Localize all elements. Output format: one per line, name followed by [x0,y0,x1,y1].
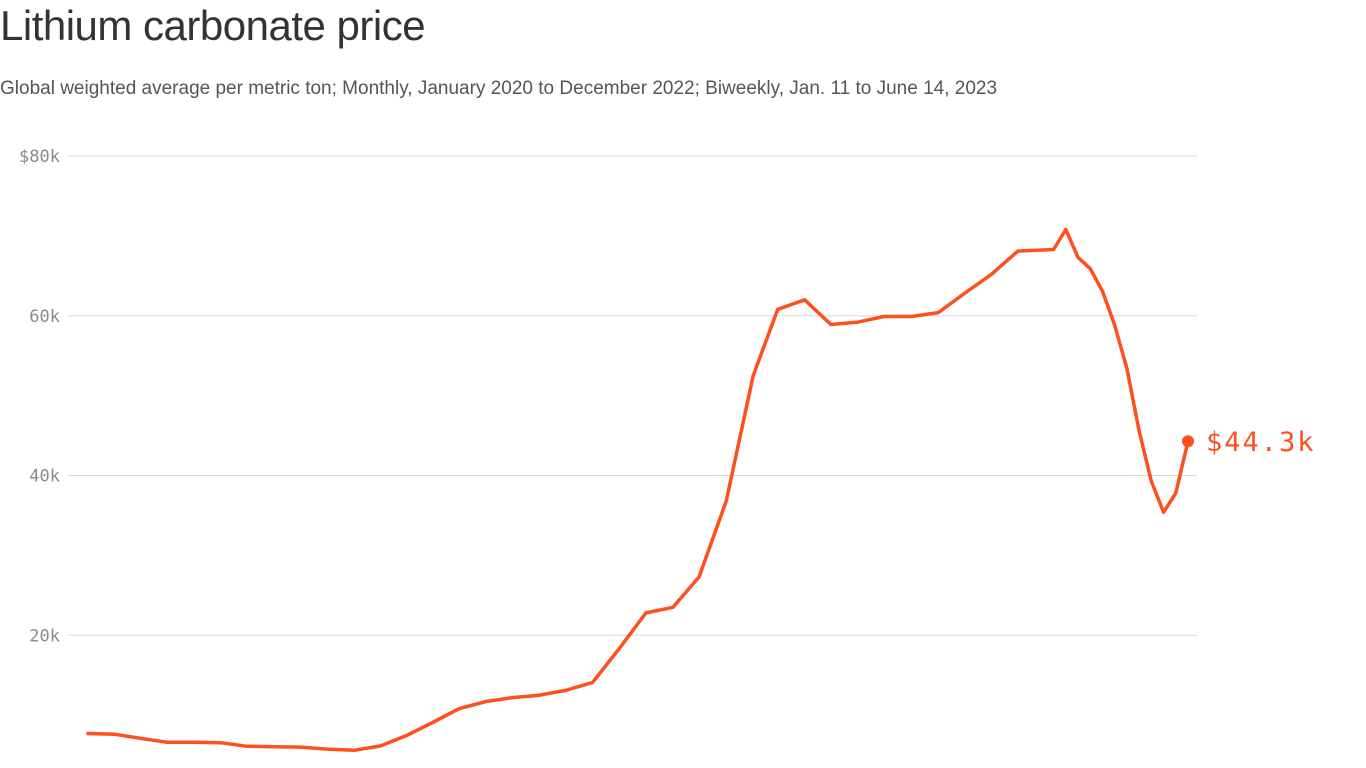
data-point [1076,255,1080,259]
y-tick-label: 40k [29,467,60,487]
data-point [1064,228,1068,232]
data-point [829,323,833,327]
data-point [325,747,329,751]
y-tick-label: 20k [29,626,60,646]
data-point [1113,323,1117,327]
gridlines [68,155,1197,636]
data-point [1052,248,1056,252]
series-line [86,227,1190,753]
data-point [406,733,410,737]
data-point [86,732,90,736]
data-point [644,611,648,615]
data-point [272,745,276,749]
data-point [113,732,117,736]
data-point [219,741,223,745]
data-point [352,748,356,752]
y-axis-ticks: $80k 60k 40k 20k [19,147,60,646]
data-point [882,315,886,319]
data-point [936,311,940,315]
data-point [1162,510,1166,514]
end-point-marker [1182,435,1194,448]
data-point [963,291,967,295]
data-point [803,298,807,302]
data-point [909,315,913,319]
data-point [990,272,994,276]
data-point [138,736,142,740]
data-point [1174,491,1178,495]
data-point [1125,367,1129,371]
data-points [86,228,1194,752]
data-point [697,575,701,579]
data-point [776,307,780,311]
chart-subtitle: Global weighted average per metric ton; … [0,78,998,99]
data-point [299,745,303,749]
data-point [537,693,541,697]
data-point [192,740,196,744]
data-point [379,744,383,748]
data-point [671,605,675,609]
data-point [245,744,249,748]
data-point [564,688,568,692]
annotations: $44.3k [1206,427,1316,458]
y-tick-label: $80k [19,147,60,167]
data-point [165,740,169,744]
data-point [1088,267,1092,271]
data-point [510,696,514,700]
y-tick-label: 60k [29,307,60,327]
end-value-label: $44.3k [1206,427,1316,458]
chart-title: Lithium carbonate price [0,2,426,49]
series [86,227,1190,753]
data-point [1100,289,1104,293]
data-point [1016,249,1020,253]
data-point [1137,429,1141,433]
data-point [1149,479,1153,483]
data-point [433,720,437,724]
data-point [618,646,622,650]
data-point [751,374,755,378]
data-point [856,320,860,324]
data-point [484,700,488,704]
data-point [724,499,728,503]
data-point [591,680,595,684]
data-point [457,707,461,711]
